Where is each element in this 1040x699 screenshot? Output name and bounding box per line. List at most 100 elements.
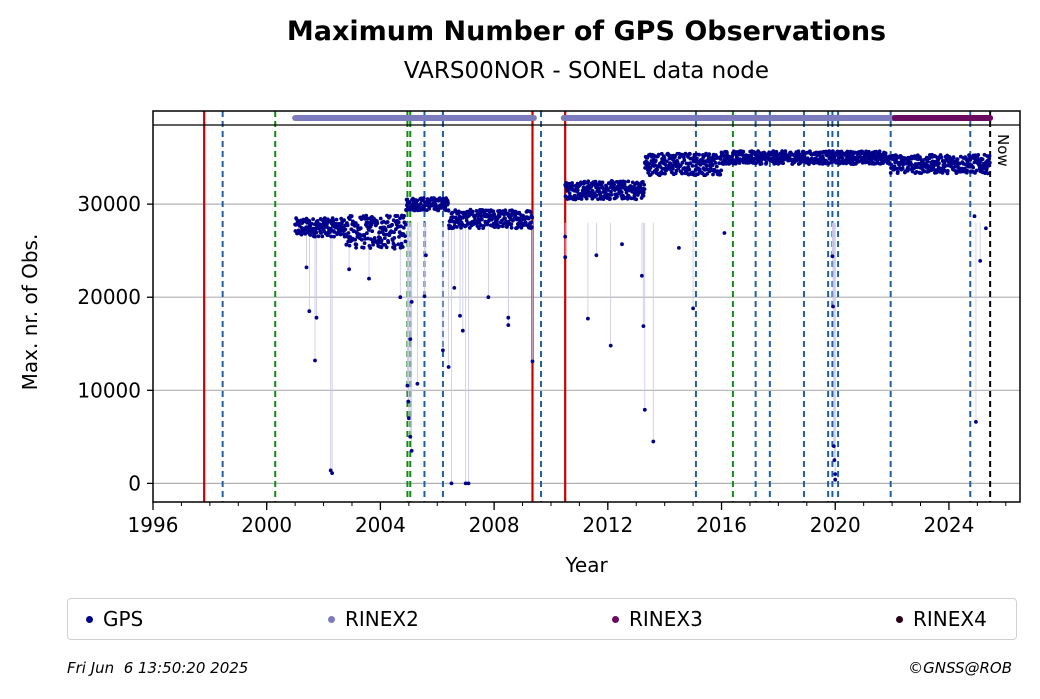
gps-point <box>860 149 865 154</box>
gps-point <box>608 196 612 201</box>
gps-point <box>304 265 309 270</box>
gps-point <box>980 157 985 162</box>
copyright: ©GNSS@ROB <box>908 659 1012 677</box>
gps-point <box>718 172 723 177</box>
gps-point <box>392 230 396 235</box>
gps-point <box>900 166 905 171</box>
gps-point <box>618 179 623 184</box>
gps-point <box>509 225 514 230</box>
gps-point <box>687 167 692 172</box>
gps-point <box>456 209 461 214</box>
gps-point <box>388 214 392 219</box>
gps-point <box>905 168 910 173</box>
gps-point <box>299 232 304 237</box>
gps-point <box>707 152 712 157</box>
gps-point <box>831 444 836 448</box>
gps-point <box>308 233 313 237</box>
gps-point <box>455 225 459 229</box>
gps-point <box>369 237 373 242</box>
gps-point <box>831 304 835 309</box>
gps-point <box>463 481 468 486</box>
gps-point <box>972 214 977 219</box>
gps-point <box>889 162 894 167</box>
gps-point <box>501 222 506 226</box>
gps-point <box>984 226 988 231</box>
gps-point <box>361 245 366 250</box>
gps-point <box>833 472 838 476</box>
gps-point <box>314 230 319 235</box>
gps-point <box>894 166 899 171</box>
gps-point <box>833 477 838 482</box>
gps-point <box>759 161 764 166</box>
gps-point <box>382 236 387 241</box>
gps-point <box>349 214 354 219</box>
gps-point <box>931 167 936 172</box>
gps-point <box>677 246 681 250</box>
gps-point <box>313 358 317 363</box>
gps-point <box>951 155 956 160</box>
gps-point <box>402 214 406 218</box>
gps-point <box>741 149 746 154</box>
gps-point <box>345 223 350 228</box>
gps-point <box>575 188 580 193</box>
gps-point <box>398 295 403 300</box>
gps-point <box>497 224 502 229</box>
gps-point <box>594 193 599 198</box>
gps-point <box>597 180 602 185</box>
gps-point <box>479 223 483 228</box>
gps-point <box>645 156 650 160</box>
y-tick-label: 0 <box>128 471 141 495</box>
gps-point <box>418 201 423 206</box>
gps-point <box>906 165 910 170</box>
gps-point <box>563 234 568 239</box>
gps-point <box>332 234 336 239</box>
gps-point <box>528 210 533 214</box>
gps-point <box>939 155 944 160</box>
gps-point <box>422 294 427 299</box>
gps-point <box>671 166 675 171</box>
gps-point <box>919 171 924 176</box>
y-tick-label: 20000 <box>77 285 141 309</box>
gps-point <box>481 224 486 228</box>
gps-point <box>883 151 888 156</box>
gps-point <box>353 237 357 242</box>
legend-item-rinex3: RINEX3 <box>612 607 703 631</box>
legend-item-gps: GPS <box>86 607 143 631</box>
gps-point <box>937 161 941 166</box>
gps-point <box>781 161 785 166</box>
gps-point <box>398 216 402 221</box>
gps-point <box>362 241 367 246</box>
gps-point <box>446 208 451 213</box>
gps-point <box>354 242 359 247</box>
gps-point <box>642 407 647 412</box>
gps-point <box>519 225 524 230</box>
gps-point <box>651 439 656 444</box>
gps-point <box>415 381 420 386</box>
gps-point <box>397 235 401 239</box>
gps-point <box>710 163 715 168</box>
gps-point <box>477 226 481 231</box>
x-axis-label: Year <box>565 553 608 577</box>
chart-title: Maximum Number of GPS Observations <box>286 16 887 47</box>
gps-point <box>307 309 312 314</box>
gps-point <box>796 149 801 154</box>
gps-point <box>480 217 484 222</box>
gps-point <box>634 197 639 202</box>
gps-point <box>910 169 915 174</box>
gps-point <box>530 359 535 364</box>
rinex2-marker-icon <box>328 615 335 623</box>
gps-point <box>875 158 880 163</box>
gps-point <box>513 209 518 214</box>
x-tick-label: 2008 <box>469 513 520 537</box>
gps-point <box>395 214 400 218</box>
gps-point <box>359 237 364 242</box>
legend-item-rinex2: RINEX2 <box>328 607 419 631</box>
gps-point <box>486 295 491 300</box>
gps-point <box>312 222 317 227</box>
gps-point <box>665 159 669 164</box>
gps-point <box>399 241 404 246</box>
gps-point <box>347 217 352 222</box>
gps-point <box>365 236 370 241</box>
gps-point <box>509 222 514 227</box>
gps-point <box>408 337 413 341</box>
